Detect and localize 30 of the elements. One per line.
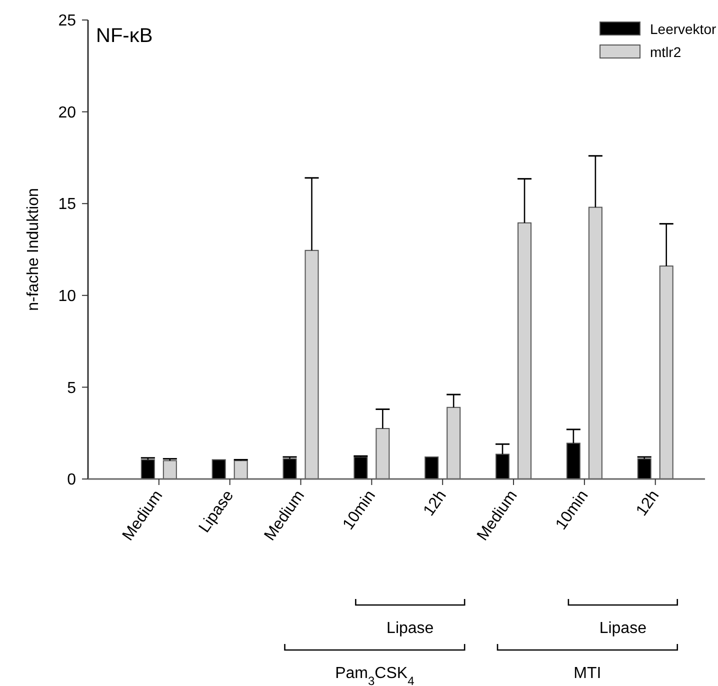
bar	[282, 458, 297, 480]
bar	[376, 428, 390, 480]
legend-label: mtlr2	[650, 44, 682, 60]
y-tick-label: 10	[58, 288, 76, 305]
y-tick-label: 20	[58, 104, 76, 122]
y-tick-label: 5	[67, 380, 76, 397]
bar	[446, 406, 461, 480]
text: Pam$_{3}$CSK$_{4}$	[335, 665, 415, 686]
bar	[212, 459, 226, 480]
x-tick-label: 12h	[633, 488, 663, 520]
text: MTI	[574, 665, 602, 682]
bar	[234, 460, 248, 480]
text: Lipase	[386, 620, 434, 637]
y-tick-label: 15	[58, 196, 76, 214]
bar	[588, 206, 602, 480]
bar	[354, 456, 368, 480]
chart-title: NF-κB	[96, 25, 153, 47]
bar	[659, 266, 674, 480]
bar	[518, 222, 532, 480]
text: Lipase	[599, 620, 647, 637]
y-tick-label: 0	[67, 472, 76, 489]
bar	[140, 459, 155, 480]
bar	[162, 460, 177, 480]
legend-label: Leervektor	[650, 20, 716, 37]
bar	[424, 456, 439, 480]
y-tick-label: 25	[58, 12, 76, 30]
y-axis-title: n-fache Induktion	[25, 188, 42, 311]
x-tick-label: 12h	[420, 488, 450, 520]
bar	[637, 458, 652, 480]
bar	[304, 250, 319, 480]
